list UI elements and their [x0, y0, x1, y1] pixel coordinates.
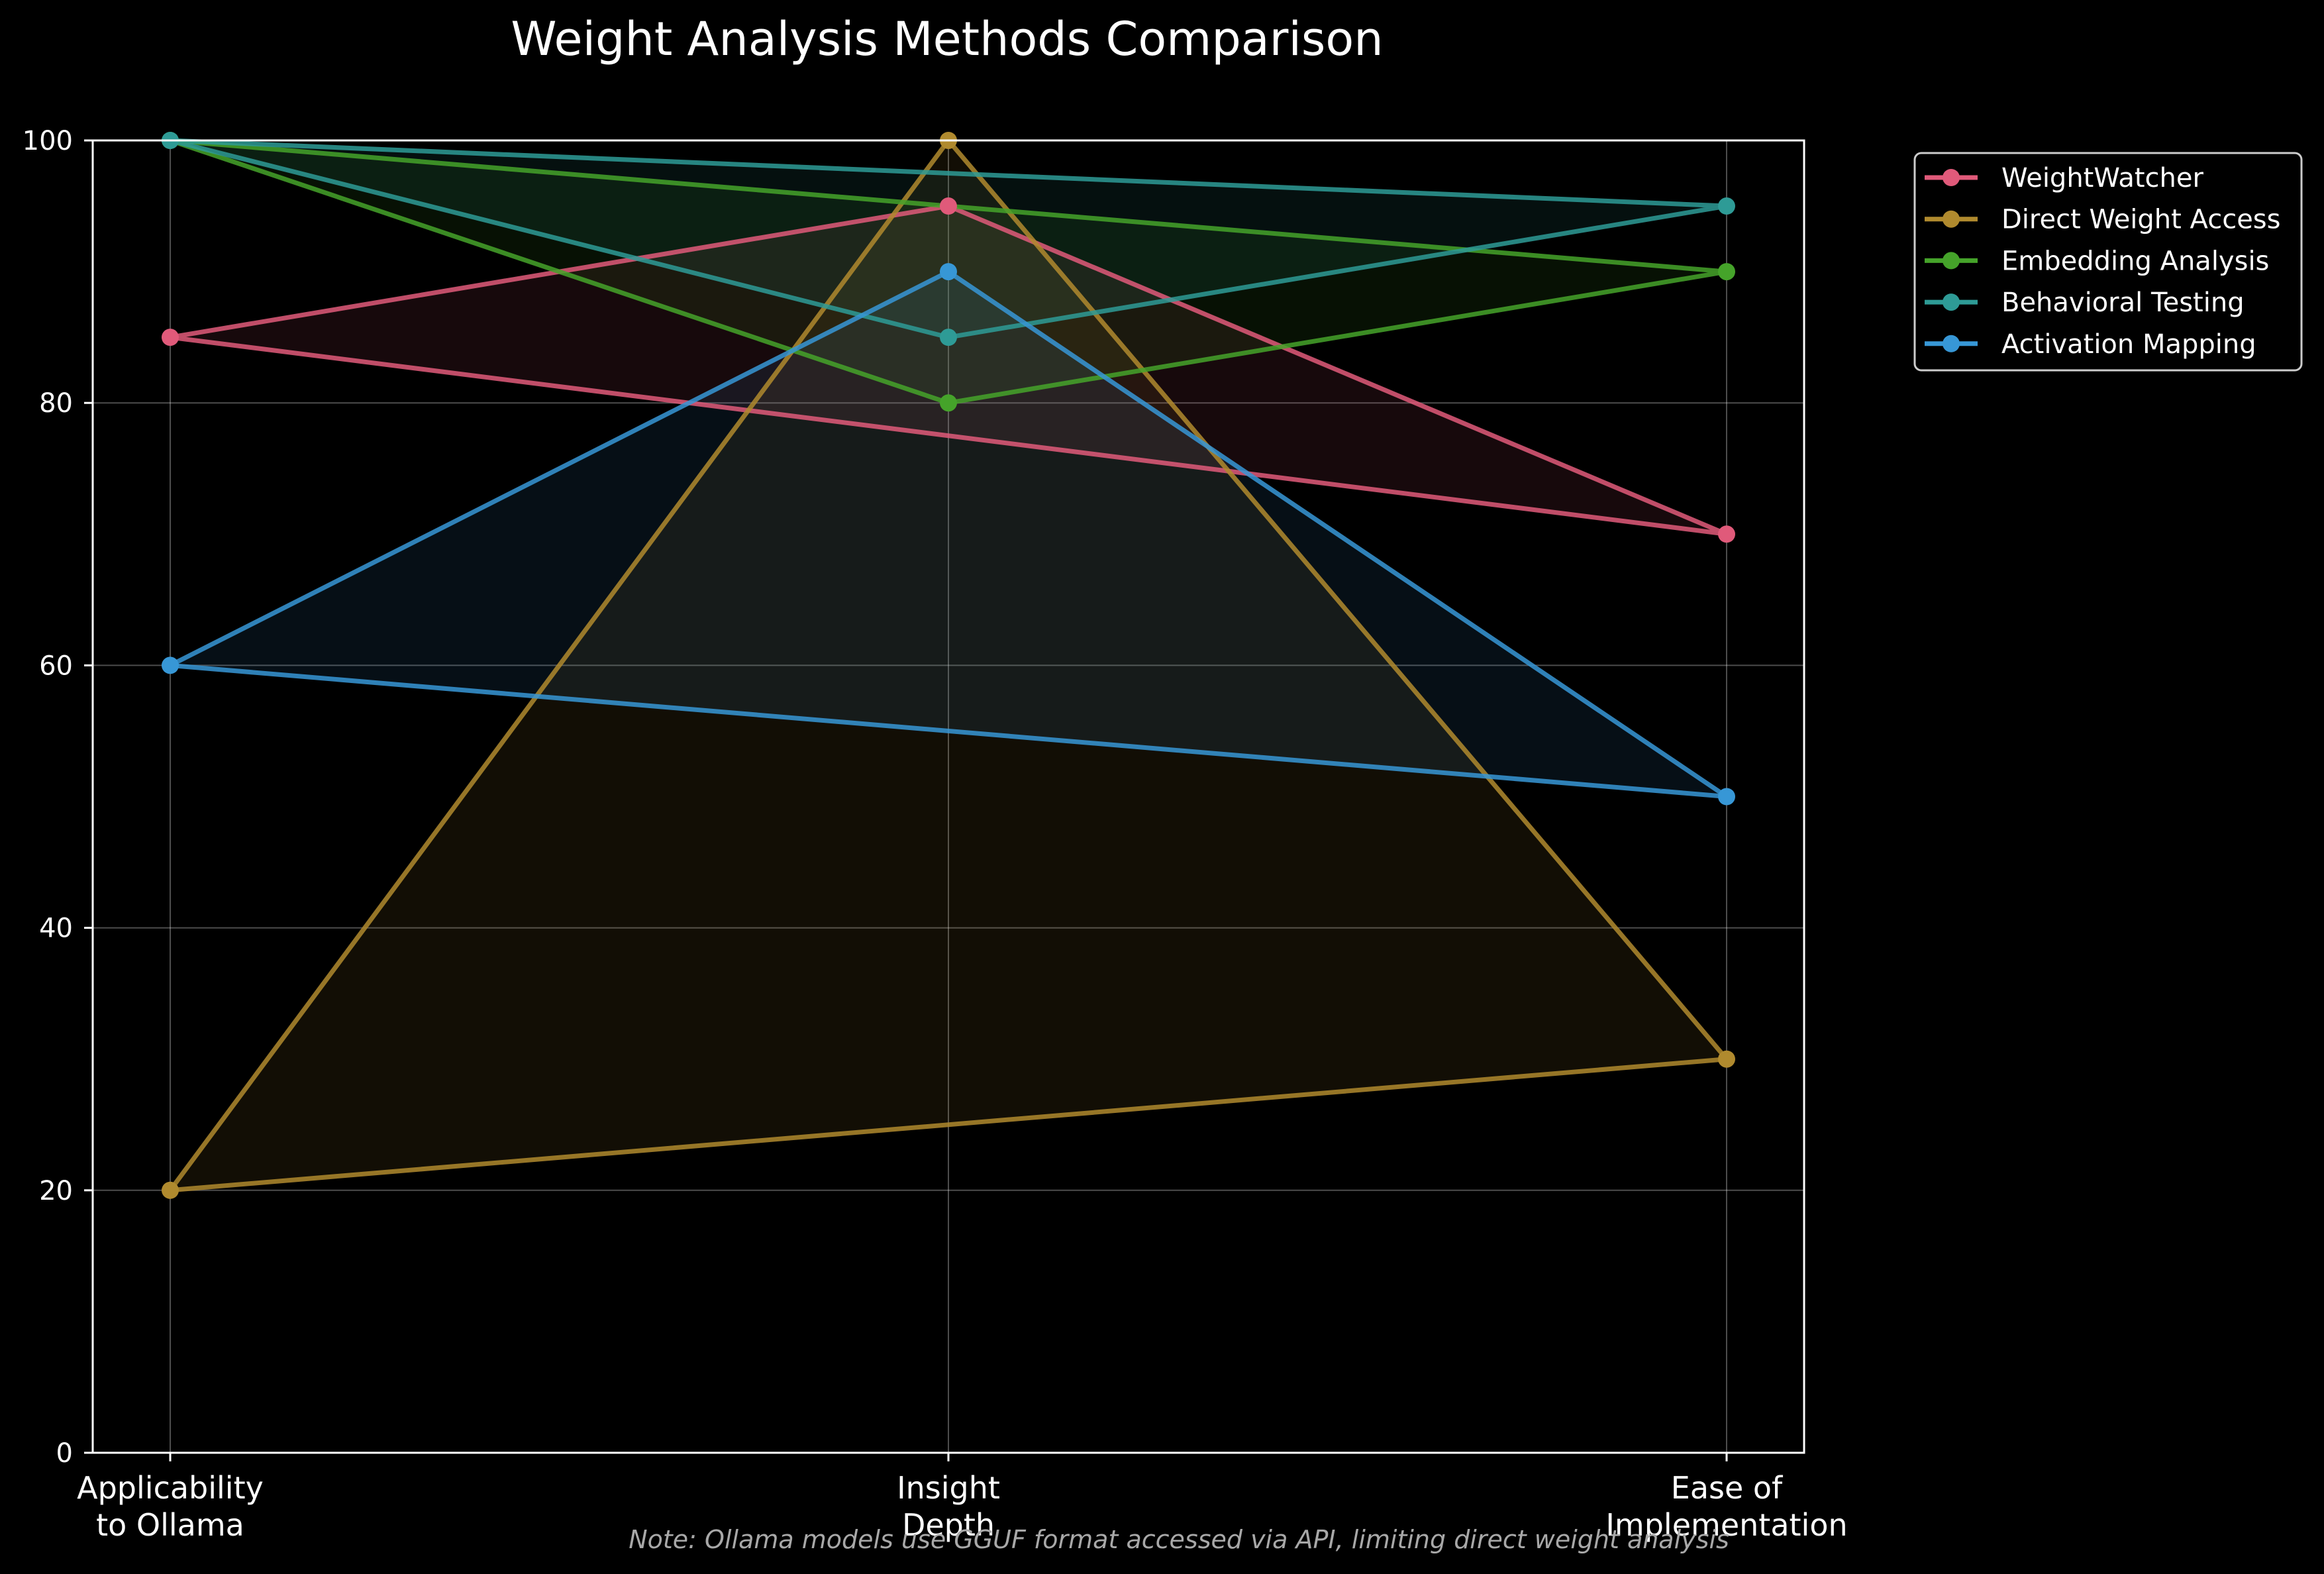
- data-point-direct-weight-access: [1718, 1050, 1735, 1068]
- y-tick-label: 20: [39, 1176, 73, 1206]
- x-axis: Applicability to Ollama Insight Depth Ease o…: [77, 1453, 1848, 1543]
- y-axis: 0 20 40 60 80 100: [23, 126, 93, 1469]
- y-tick-label: 40: [39, 914, 73, 944]
- series-line-activation-mapping: [168, 269, 1729, 799]
- data-point-weightwatcher: [940, 197, 957, 215]
- legend-marker: [1943, 210, 1960, 228]
- data-point-activation-mapping: [940, 263, 957, 281]
- data-point-embedding-analysis: [940, 394, 957, 412]
- x-tick-label: Insight Depth: [897, 1470, 1000, 1543]
- data-point-direct-weight-access: [162, 1181, 179, 1199]
- legend: WeightWatcher Direct Weight Access Embeddi…: [1913, 152, 2303, 372]
- data-point-activation-mapping: [1718, 788, 1735, 806]
- series-line-direct-weight-access: [168, 138, 1729, 1193]
- legend-label: Embedding Analysis: [2001, 246, 2269, 276]
- data-point-behavioral-testing: [1718, 197, 1735, 215]
- data-point-weightwatcher: [1718, 525, 1735, 543]
- data-point-activation-mapping: [162, 656, 179, 674]
- legend-box: [1913, 152, 2303, 372]
- series-line-behavioral-testing: [168, 138, 1729, 340]
- legend-label: Direct Weight Access: [2001, 205, 2280, 235]
- legend-marker: [1943, 169, 1960, 186]
- chart-note: Note: Ollama models use GGUF format acce…: [629, 1525, 1729, 1554]
- x-tick-label: Applicability to Ollama: [77, 1470, 264, 1543]
- legend-marker: [1943, 335, 1960, 352]
- y-tick-label: 80: [39, 388, 73, 419]
- y-tick-label: 60: [39, 651, 73, 681]
- y-tick-label: 100: [23, 126, 73, 156]
- legend-label: WeightWatcher: [2001, 163, 2203, 193]
- chart-title: Weight Analysis Methods Comparison: [511, 12, 1383, 66]
- legend-marker: [1943, 252, 1960, 270]
- series-fill-direct-weight-access: [170, 140, 1727, 1190]
- legend-label: Activation Mapping: [2001, 329, 2256, 360]
- legend-label: Behavioral Testing: [2001, 288, 2245, 318]
- data-point-embedding-analysis: [1718, 263, 1735, 281]
- data-point-behavioral-testing: [940, 329, 957, 346]
- data-point-weightwatcher: [162, 329, 179, 346]
- y-tick-label: 0: [56, 1438, 73, 1469]
- x-tick-label: Ease of Implementation: [1605, 1470, 1847, 1543]
- legend-marker: [1943, 293, 1960, 311]
- series-fill-weightwatcher: [170, 206, 1727, 535]
